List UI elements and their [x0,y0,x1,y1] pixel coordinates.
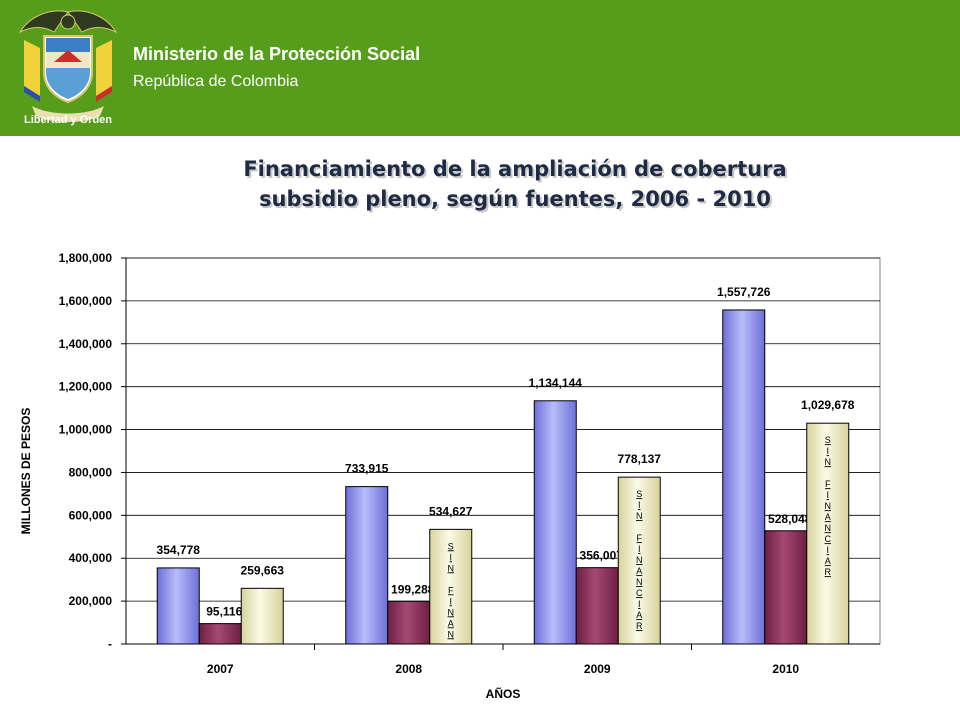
data-label: 95,116 [206,605,242,619]
bar-annotation-letter: I [826,490,829,500]
bar-annotation-letter: A [825,556,831,566]
data-label: 259,663 [241,563,285,577]
data-label: 1,134,144 [529,376,583,390]
bar-annotation-letter: F [825,479,831,489]
bar-annotation-letter: R [636,621,643,631]
chart-title-line-1: Financiamiento de la ampliación de cober… [243,157,787,181]
bar [722,309,766,645]
chart-title: Financiamiento de la ampliación de cober… [120,154,910,214]
bar-annotation-letter: N [825,501,832,511]
y-tick-label: 1,400,000 [59,337,113,351]
bar-annotation-letter: C [825,534,832,544]
y-axis-title: MILLONES DE PESOS [19,408,33,535]
data-label: 528,048 [768,512,812,526]
bar-annotation-letter: N [636,511,643,521]
bar-annotation-letter: C [636,588,643,598]
data-label: 733,915 [345,462,389,476]
bar-annotation-letter: I [826,545,829,555]
bar-annotation-letter: I [638,544,641,554]
bar-annotation-letter: F [637,533,643,543]
bar [156,567,200,645]
y-tick-label: 200,000 [69,594,113,608]
bar-annotation-letter: A [825,512,831,522]
x-tick-label: 2009 [584,662,611,676]
bar [617,476,661,645]
bar-annotation-letter: N [825,523,832,533]
bar-annotation-letter: N [448,629,455,639]
bar-annotation-letter: S [636,489,642,499]
bar-annotation-letter: S [448,541,454,551]
bar-annotation-letter: N [825,457,832,467]
bar [575,567,619,645]
bar-annotation-letter: R [825,567,832,577]
y-tick-label: 600,000 [69,508,113,522]
bar [198,623,242,645]
data-label: 356,007 [580,549,624,563]
country-name: República de Colombia [133,73,299,90]
bar [240,587,284,645]
header-bar: Libertad y Orden Ministerio de la Protec… [0,0,960,136]
bar [533,400,577,645]
bar-annotation-letter: I [449,552,452,562]
bar-annotation-letter: I [449,596,452,606]
data-label: 354,778 [157,543,201,557]
bar [764,530,808,645]
bar-annotation-letter: N [448,563,455,573]
bar-annotation-letter: I [638,599,641,609]
motto-text: Libertad y Orden [24,114,112,126]
x-axis-title: AÑOS [486,686,521,701]
bar [806,422,850,645]
coat-of-arms-logo: Libertad y Orden [18,10,118,126]
bar [345,486,389,645]
y-tick-label: 1,200,000 [59,380,113,394]
x-tick-label: 2008 [395,662,422,676]
bar [429,528,473,645]
y-tick-label: 1,600,000 [59,294,113,308]
bar-annotation-letter: N [636,577,643,587]
data-label: 199,288 [391,582,435,596]
data-label: 534,627 [429,504,473,518]
bar [387,600,431,645]
y-tick-label: 800,000 [69,465,113,479]
bar-chart: - 200,000 400,000 600,000 800,000 1,000,000 1,… [19,251,881,701]
bar-annotation-letter: I [826,446,829,456]
y-tick-label: 1,000,000 [59,423,113,437]
y-tick-label: 1,800,000 [59,251,113,265]
data-label: 1,557,726 [717,285,771,299]
bar-annotation-letter: N [448,607,455,617]
bar-annotation-letter: F [448,585,454,595]
data-label: 778,137 [618,452,662,466]
x-tick-label: 2007 [207,662,234,676]
bar-annotation-letter: I [638,500,641,510]
bar-annotation-letter: N [636,555,643,565]
y-tick-label: - [108,637,112,651]
y-tick-label: 400,000 [69,551,113,565]
bar-annotation-letter: S [825,435,831,445]
chart-title-line-2: subsidio pleno, según fuentes, 2006 - 20… [259,187,771,211]
x-tick-label: 2010 [772,662,799,676]
bar-annotation-letter: A [636,610,642,620]
bar-annotation-letter: A [448,618,454,628]
ministry-name: Ministerio de la Protección Social [133,44,421,64]
data-label: 1,029,678 [801,398,855,412]
bar-annotation-letter: A [636,566,642,576]
